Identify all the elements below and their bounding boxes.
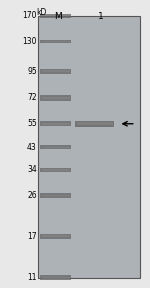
Bar: [38, 16, 140, 278]
Bar: [40, 275, 71, 281]
Text: 43: 43: [27, 143, 37, 152]
Bar: [42, 147, 70, 148]
Text: 26: 26: [27, 191, 37, 200]
Bar: [40, 121, 71, 126]
Bar: [42, 235, 70, 237]
Bar: [40, 39, 71, 43]
Bar: [42, 15, 70, 16]
Text: 130: 130: [22, 37, 37, 46]
Text: 17: 17: [27, 232, 37, 241]
Bar: [40, 69, 71, 74]
Bar: [42, 123, 70, 125]
Bar: [40, 168, 71, 172]
Bar: [42, 169, 70, 170]
Bar: [42, 277, 70, 279]
Bar: [42, 97, 70, 99]
Bar: [40, 95, 71, 101]
Text: 1: 1: [98, 12, 103, 21]
Bar: [42, 195, 70, 196]
Bar: [42, 71, 70, 72]
Bar: [40, 193, 71, 198]
Text: 55: 55: [27, 119, 37, 128]
Text: kD: kD: [36, 8, 46, 17]
Text: 11: 11: [27, 273, 37, 282]
Bar: [42, 41, 70, 42]
Bar: [76, 122, 112, 125]
Bar: [40, 14, 71, 18]
Text: 72: 72: [27, 94, 37, 103]
Text: 34: 34: [27, 165, 37, 174]
Bar: [40, 234, 71, 239]
Text: M: M: [54, 12, 62, 21]
Bar: [40, 145, 71, 149]
Text: 170: 170: [22, 11, 37, 20]
Text: 95: 95: [27, 67, 37, 76]
Bar: [75, 121, 114, 127]
